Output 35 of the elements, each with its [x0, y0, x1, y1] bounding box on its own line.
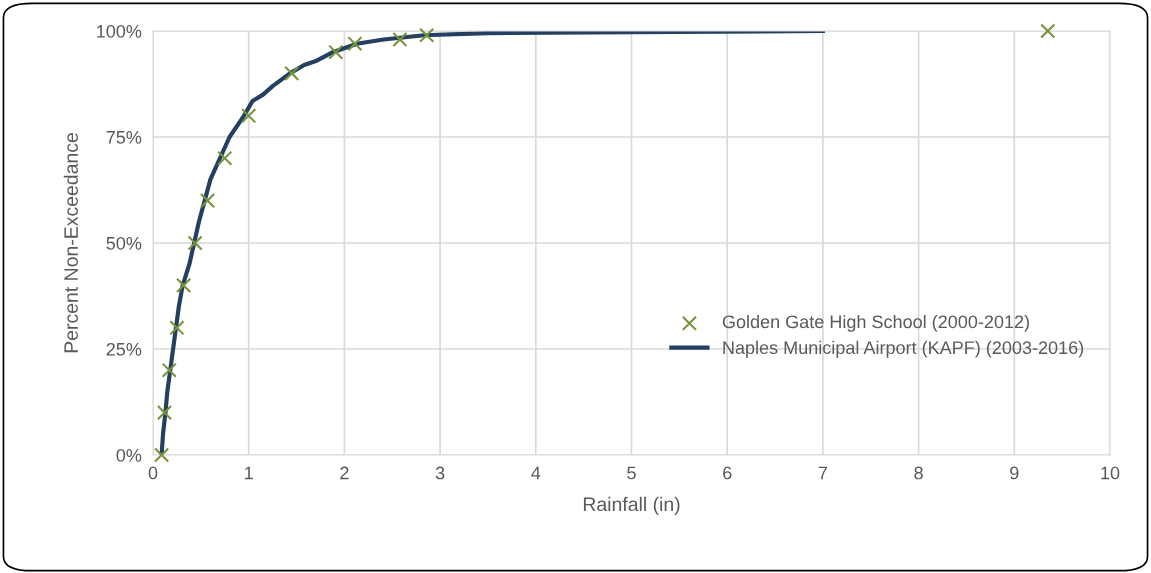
x-tick-label: 1: [245, 466, 253, 480]
x-tick-label: 3: [435, 466, 445, 480]
x-tick-label: 10: [1101, 466, 1120, 480]
point: [156, 404, 173, 421]
x-tick-label: 2: [340, 466, 349, 480]
point: [199, 192, 216, 209]
y-tick-label: 100%: [97, 24, 142, 38]
point: [241, 108, 257, 124]
y-tick-label: 75%: [106, 131, 142, 144]
point: [1040, 23, 1056, 39]
y-tick-label: 0%: [116, 448, 142, 462]
x-tick-label: 8: [914, 466, 923, 480]
point: [176, 277, 192, 294]
point: [153, 447, 170, 463]
x-tick-label: 6: [723, 466, 732, 480]
point: [187, 235, 203, 251]
point: [347, 36, 363, 52]
point: [169, 320, 185, 336]
point: [419, 27, 435, 43]
legend-label: Golden Gate High School (2000-2012): [722, 314, 1029, 332]
y-axis-title: Percent Non-Exceedance: [63, 133, 78, 353]
x-tick-label: 5: [627, 466, 636, 480]
point: [284, 65, 300, 82]
x-tick-label: 0: [148, 466, 158, 480]
point: [328, 44, 344, 60]
legend-label: Naples Municipal Airport (KAPF) (2003-2016): [723, 340, 1084, 358]
x-tick-label: 7: [818, 466, 828, 480]
x-tick-label: 4: [531, 466, 541, 480]
y-tick-label: 25%: [106, 342, 142, 356]
point: [217, 150, 233, 166]
point: [392, 31, 408, 48]
x-axis-title: Rainfall (in): [583, 496, 680, 515]
y-tick-label: 50%: [106, 236, 142, 250]
point: [161, 362, 177, 378]
x-tick-label: 9: [1010, 466, 1019, 480]
